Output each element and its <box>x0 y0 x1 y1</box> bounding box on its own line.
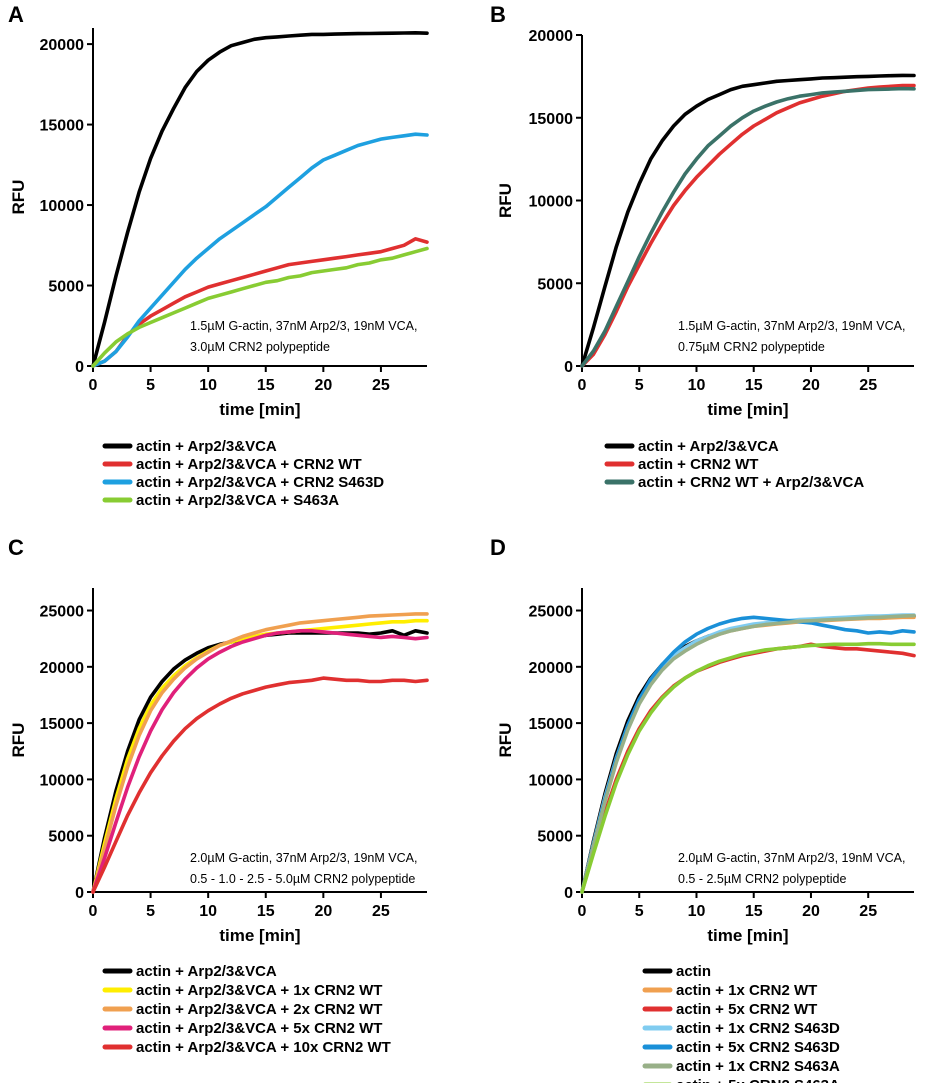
series-line-d-7 <box>580 641 916 894</box>
panel-label-d: D <box>490 535 506 560</box>
x-tick-label-b: 10 <box>688 377 706 394</box>
y-tick-label-b: 0 <box>564 359 573 376</box>
x-tick-label-b: 5 <box>635 377 644 394</box>
series-line-a-1 <box>91 30 429 368</box>
annotation-c: 0.5 - 1.0 - 2.5 - 5.0µM CRN2 polypeptide <box>190 872 415 886</box>
x-tick-label-d: 5 <box>635 903 644 920</box>
annotation-c: 2.0µM G-actin, 37nM Arp2/3, 19nM VCA, <box>190 851 417 865</box>
y-tick-label-a: 5000 <box>48 279 84 296</box>
legend-label-a-4: actin + Arp2/3&VCA + S463A <box>136 492 339 509</box>
y-tick-label-a: 10000 <box>40 198 85 215</box>
y-tick-label-d: 20000 <box>529 660 574 677</box>
y-tick-label-c: 25000 <box>40 604 85 621</box>
x-tick-label-a: 0 <box>89 377 98 394</box>
y-tick-label-b: 20000 <box>529 28 574 45</box>
y-tick-label-c: 5000 <box>48 829 84 846</box>
y-tick-label-d: 10000 <box>529 772 574 789</box>
x-tick-label-c: 15 <box>257 903 275 920</box>
x-tick-label-c: 0 <box>89 903 98 920</box>
y-tick-label-b: 10000 <box>529 194 574 211</box>
y-tick-label-d: 25000 <box>529 604 574 621</box>
x-tick-label-a: 25 <box>372 377 390 394</box>
y-axis-title-c: RFU <box>9 723 28 758</box>
legend-label-b-1: actin + Arp2/3&VCA <box>638 438 779 455</box>
x-tick-label-a: 5 <box>146 377 155 394</box>
x-axis-title-b: time [min] <box>707 400 788 419</box>
y-tick-label-b: 15000 <box>529 111 574 128</box>
legend-label-d-4: actin + 1x CRN2 S463D <box>676 1020 840 1037</box>
series-line-c-4 <box>91 628 429 894</box>
x-tick-label-a: 15 <box>257 377 275 394</box>
series-line-a-3 <box>91 132 429 368</box>
x-tick-label-a: 20 <box>314 377 332 394</box>
legend-label-c-4: actin + Arp2/3&VCA + 5x CRN2 WT <box>136 1020 382 1037</box>
legend-label-d-2: actin + 1x CRN2 WT <box>676 982 817 999</box>
legend-label-a-1: actin + Arp2/3&VCA <box>136 438 277 455</box>
legend-label-c-5: actin + Arp2/3&VCA + 10x CRN2 WT <box>136 1039 391 1056</box>
series-line-c-3 <box>91 612 429 894</box>
panel-label-a: A <box>8 2 24 27</box>
y-axis-title-d: RFU <box>496 723 515 758</box>
x-tick-label-d: 25 <box>859 903 877 920</box>
panel-label-c: C <box>8 535 24 560</box>
x-axis-title-a: time [min] <box>219 400 300 419</box>
legend-label-a-3: actin + Arp2/3&VCA + CRN2 S463D <box>136 474 384 491</box>
series-line-b-1 <box>580 73 916 368</box>
series-line-b-3 <box>580 86 916 368</box>
legend-label-c-3: actin + Arp2/3&VCA + 2x CRN2 WT <box>136 1001 382 1018</box>
legend-label-b-3: actin + CRN2 WT + Arp2/3&VCA <box>638 474 864 491</box>
series-line-d-5 <box>580 615 916 894</box>
x-tick-label-b: 25 <box>859 377 877 394</box>
y-axis-title-a: RFU <box>9 180 28 215</box>
x-tick-label-b: 15 <box>745 377 763 394</box>
legend-label-c-2: actin + Arp2/3&VCA + 1x CRN2 WT <box>136 982 382 999</box>
x-tick-label-c: 20 <box>314 903 332 920</box>
series-line-d-6 <box>580 613 916 894</box>
x-tick-label-c: 10 <box>199 903 217 920</box>
y-axis-title-b: RFU <box>496 183 515 218</box>
x-tick-label-a: 10 <box>199 377 217 394</box>
series-line-a-2 <box>91 237 429 368</box>
legend-label-d-7: actin + 5x CRN2 S463A <box>676 1077 840 1083</box>
legend-label-d-6: actin + 1x CRN2 S463A <box>676 1058 840 1075</box>
annotation-b: 0.75µM CRN2 polypeptide <box>678 340 825 354</box>
x-axis-title-d: time [min] <box>707 926 788 945</box>
x-tick-label-c: 25 <box>372 903 390 920</box>
y-tick-label-a: 15000 <box>40 118 85 135</box>
annotation-a: 3.0µM CRN2 polypeptide <box>190 340 330 354</box>
y-tick-label-c: 10000 <box>40 772 85 789</box>
annotation-d: 2.0µM G-actin, 37nM Arp2/3, 19nM VCA, <box>678 851 905 865</box>
y-tick-label-c: 20000 <box>40 660 85 677</box>
x-tick-label-d: 15 <box>745 903 763 920</box>
legend-label-b-2: actin + CRN2 WT <box>638 456 758 473</box>
y-tick-label-c: 15000 <box>40 716 85 733</box>
x-tick-label-d: 10 <box>688 903 706 920</box>
annotation-d: 0.5 - 2.5µM CRN2 polypeptide <box>678 872 846 886</box>
panel-label-b: B <box>490 2 506 27</box>
x-axis-title-c: time [min] <box>219 926 300 945</box>
x-tick-label-c: 5 <box>146 903 155 920</box>
y-tick-label-a: 20000 <box>40 37 85 54</box>
series-line-c-5 <box>91 676 429 894</box>
y-tick-label-d: 0 <box>564 885 573 902</box>
x-tick-label-b: 0 <box>578 377 587 394</box>
y-tick-label-b: 5000 <box>537 276 573 293</box>
series-line-a-4 <box>91 246 429 368</box>
legend-label-d-5: actin + 5x CRN2 S463D <box>676 1039 840 1056</box>
legend-label-c-1: actin + Arp2/3&VCA <box>136 963 277 980</box>
legend-label-a-2: actin + Arp2/3&VCA + CRN2 WT <box>136 456 362 473</box>
y-tick-label-d: 15000 <box>529 716 574 733</box>
legend-label-d-3: actin + 5x CRN2 WT <box>676 1001 817 1018</box>
y-tick-label-a: 0 <box>75 359 84 376</box>
x-tick-label-d: 20 <box>802 903 820 920</box>
x-tick-label-d: 0 <box>578 903 587 920</box>
legend-label-d-1: actin <box>676 963 711 980</box>
annotation-a: 1.5µM G-actin, 37nM Arp2/3, 19nM VCA, <box>190 319 417 333</box>
y-tick-label-d: 5000 <box>537 829 573 846</box>
annotation-b: 1.5µM G-actin, 37nM Arp2/3, 19nM VCA, <box>678 319 905 333</box>
y-tick-label-c: 0 <box>75 885 84 902</box>
x-tick-label-b: 20 <box>802 377 820 394</box>
